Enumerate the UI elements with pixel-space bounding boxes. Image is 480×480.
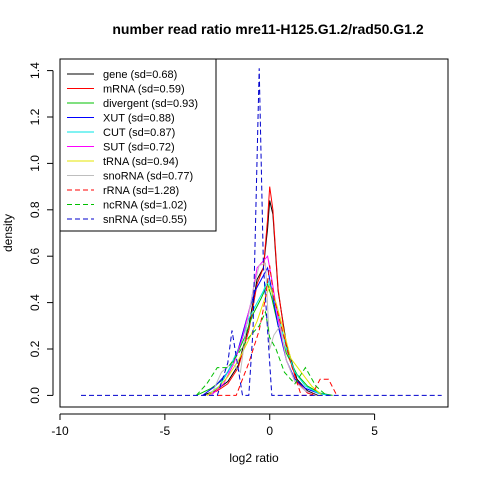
legend: gene (sd=0.68) mRNA (sd=0.59) divergent (s… — [59, 58, 217, 232]
y-axis: 0.0 0.2 0.4 0.6 0.8 1.0 1.2 1.4 — [28, 62, 54, 404]
legend-label: XUT (sd=0.88) — [103, 113, 175, 125]
x-tick-label: 0 — [266, 424, 273, 438]
y-axis-label: density — [1, 214, 15, 252]
legend-label: rRNA (sd=1.28) — [103, 185, 179, 197]
y-tick-label: 0.8 — [28, 201, 42, 218]
chart-title: number read ratio mre11-H125.G1.2/rad50.… — [112, 21, 423, 37]
legend-label: CUT (sd=0.87) — [103, 127, 175, 139]
x-tick-label: -10 — [51, 424, 69, 438]
x-tick-label: -5 — [160, 424, 171, 438]
legend-label: divergent (sd=0.93) — [103, 98, 198, 110]
y-tick-label: 1.2 — [28, 108, 42, 125]
plot-frame — [59, 58, 449, 408]
legend-label: ncRNA (sd=1.02) — [103, 200, 187, 212]
series-line-9 — [195, 310, 327, 396]
x-axis-label: log2 ratio — [229, 451, 279, 465]
series-line-8 — [217, 265, 338, 396]
legend-label: SUT (sd=0.72) — [103, 142, 175, 154]
series-line-7 — [210, 262, 317, 396]
y-tick-label: 0.0 — [28, 387, 42, 404]
legend-label: snRNA (sd=0.55) — [103, 214, 187, 226]
legend-label: snoRNA (sd=0.77) — [103, 171, 193, 183]
legend-box — [59, 58, 217, 232]
legend-label: tRNA (sd=0.94) — [103, 156, 179, 168]
y-tick-label: 0.4 — [28, 294, 42, 311]
x-axis: -10 -5 0 5 — [51, 413, 378, 438]
y-tick-label: 1.0 — [28, 155, 42, 172]
series-line-1 — [206, 186, 317, 396]
y-tick-label: 0.6 — [28, 248, 42, 265]
legend-label: mRNA (sd=0.59) — [103, 84, 185, 96]
legend-label: gene (sd=0.68) — [103, 69, 177, 81]
series-layer — [81, 68, 442, 396]
y-tick-label: 0.2 — [28, 340, 42, 357]
y-tick-label: 1.4 — [28, 62, 42, 79]
x-tick-label: 5 — [371, 424, 378, 438]
